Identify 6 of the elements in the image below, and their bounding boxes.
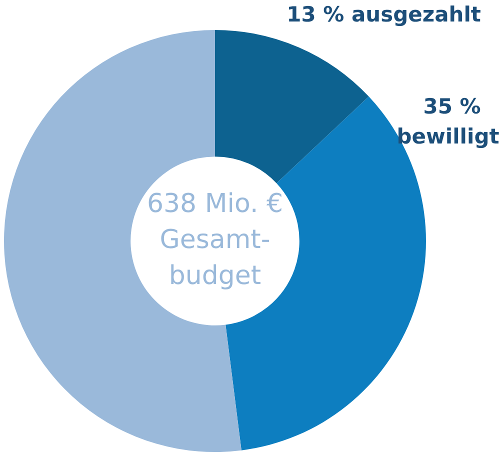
- text: 638 Mio. €: [146, 188, 284, 219]
- text: budget: [168, 260, 262, 291]
- slice-label: bewilligt: [396, 124, 500, 148]
- slice-label: 13 % ausgezahlt: [286, 2, 481, 26]
- data-label: 35 %: [423, 94, 481, 118]
- text: Gesamt-: [160, 224, 270, 255]
